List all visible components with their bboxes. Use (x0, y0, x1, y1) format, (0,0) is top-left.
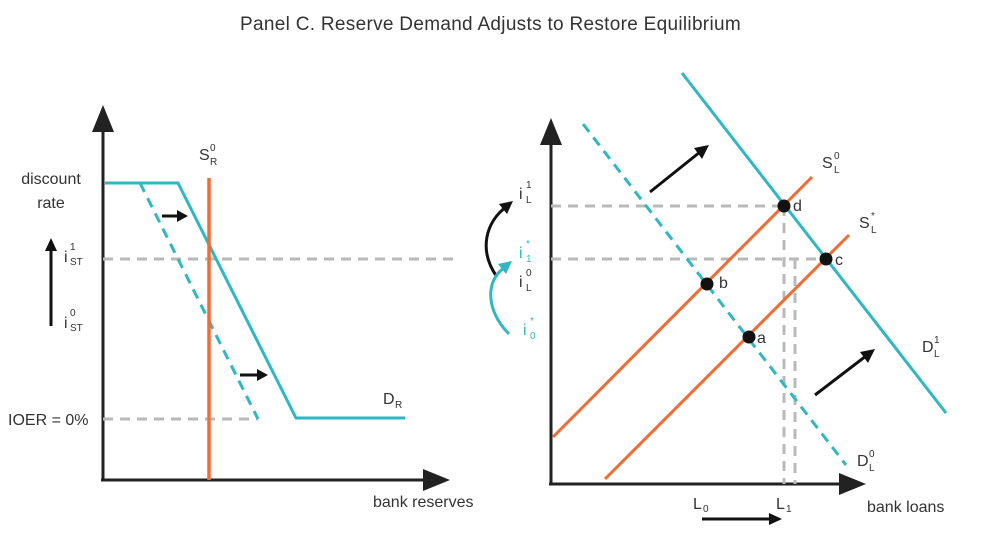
svg-text:1: 1 (786, 504, 792, 515)
discount-rate-label-line2: rate (37, 195, 65, 212)
loans-increase-arrow (702, 513, 782, 525)
svg-text:S: S (199, 147, 210, 164)
svg-text:i: i (519, 274, 523, 291)
svg-text:L: L (776, 496, 785, 513)
svg-text:L: L (693, 496, 702, 513)
svg-text:*: * (530, 316, 534, 327)
svg-text:L: L (934, 349, 940, 360)
dl1-label: D 1 L (922, 335, 940, 360)
svg-text:0: 0 (703, 504, 709, 515)
left-x-axis-arrowhead (423, 469, 450, 491)
ist1-label: i 1 ST (64, 242, 83, 268)
point-c (819, 252, 833, 266)
i0star-label: i * 0 (523, 316, 536, 342)
bank-loans-xlabel: bank loans (867, 499, 944, 516)
point-d-label: d (793, 198, 802, 215)
demand-shift-arrow-lower (814, 349, 875, 397)
l1-label: L 1 (776, 496, 792, 515)
point-c-label: c (835, 252, 843, 269)
svg-text:D: D (922, 339, 934, 356)
svg-text:i: i (64, 315, 68, 332)
right-panel: a b c d i 1 L i * 1 i 0 L i * 0 S 0 L (484, 72, 948, 525)
il0-label: i 0 L (519, 268, 532, 294)
svg-text:0: 0 (70, 308, 76, 319)
svg-text:R: R (210, 157, 217, 168)
reserve-supply-label: S 0 R (199, 143, 217, 168)
svg-text:*: * (526, 239, 530, 250)
slstar-label: S * L (859, 211, 877, 236)
i1star-label: i * 1 (519, 239, 532, 265)
svg-text:1: 1 (526, 180, 532, 191)
svg-text:L: L (834, 165, 840, 176)
svg-text:i: i (64, 249, 68, 266)
svg-text:L: L (526, 283, 532, 294)
point-b (700, 277, 714, 291)
shift-arrow-lower (240, 369, 268, 381)
point-a (742, 330, 756, 344)
svg-text:L: L (869, 463, 875, 474)
loan-demand-curve-0 (581, 123, 848, 466)
svg-text:1: 1 (526, 254, 532, 265)
loan-supply-curve-star (603, 233, 851, 481)
svg-text:1: 1 (934, 335, 940, 346)
shift-arrow-upper (162, 210, 188, 222)
right-x-axis-arrowhead (839, 473, 866, 495)
svg-text:i: i (519, 245, 523, 262)
left-panel: discount rate IOER = 0% i 1 ST i 0 ST S … (8, 105, 474, 511)
svg-text:0: 0 (834, 151, 840, 162)
curved-arrow-teal (489, 261, 512, 336)
svg-text:0: 0 (526, 268, 532, 279)
ioer-label: IOER = 0% (8, 412, 88, 429)
left-y-axis-arrowhead (92, 105, 114, 132)
loan-demand-curve-1 (680, 72, 948, 414)
svg-text:0: 0 (210, 143, 216, 154)
dl0-label: D 0 L (857, 449, 875, 474)
il1-label: i 1 L (519, 180, 532, 206)
bank-reserves-xlabel: bank reserves (373, 494, 474, 511)
discount-rate-label-line1: discount (21, 171, 81, 188)
svg-text:L: L (871, 225, 877, 236)
point-d (777, 199, 791, 213)
svg-text:0: 0 (869, 449, 875, 460)
rate-rise-arrow (45, 238, 57, 326)
ist0-label: i 0 ST (64, 308, 83, 334)
svg-text:S: S (859, 215, 870, 232)
svg-text:ST: ST (70, 323, 83, 334)
svg-text:ST: ST (70, 257, 83, 268)
old-reserve-demand-curve (138, 182, 260, 420)
curved-arrow-black (484, 201, 513, 278)
figure-title: Panel C. Reserve Demand Adjusts to Resto… (240, 14, 741, 35)
svg-text:L: L (526, 195, 532, 206)
reserve-demand-curve (105, 181, 405, 420)
svg-text:1: 1 (70, 242, 76, 253)
svg-text:R: R (395, 400, 402, 411)
right-y-axis-arrowhead (540, 118, 562, 145)
svg-text:*: * (871, 211, 875, 222)
l0-label: L 0 (693, 496, 709, 515)
reserve-demand-label: D R (383, 391, 402, 411)
svg-text:D: D (857, 453, 869, 470)
demand-shift-arrow-upper (649, 145, 709, 194)
svg-text:i: i (523, 322, 527, 339)
svg-text:D: D (383, 391, 395, 408)
svg-text:0: 0 (530, 331, 536, 342)
loan-supply-curve-0 (551, 175, 814, 439)
point-b-label: b (719, 275, 728, 292)
sl0-label: S 0 L (822, 151, 840, 176)
point-a-label: a (757, 330, 766, 347)
svg-text:i: i (519, 186, 523, 203)
svg-text:S: S (822, 155, 833, 172)
